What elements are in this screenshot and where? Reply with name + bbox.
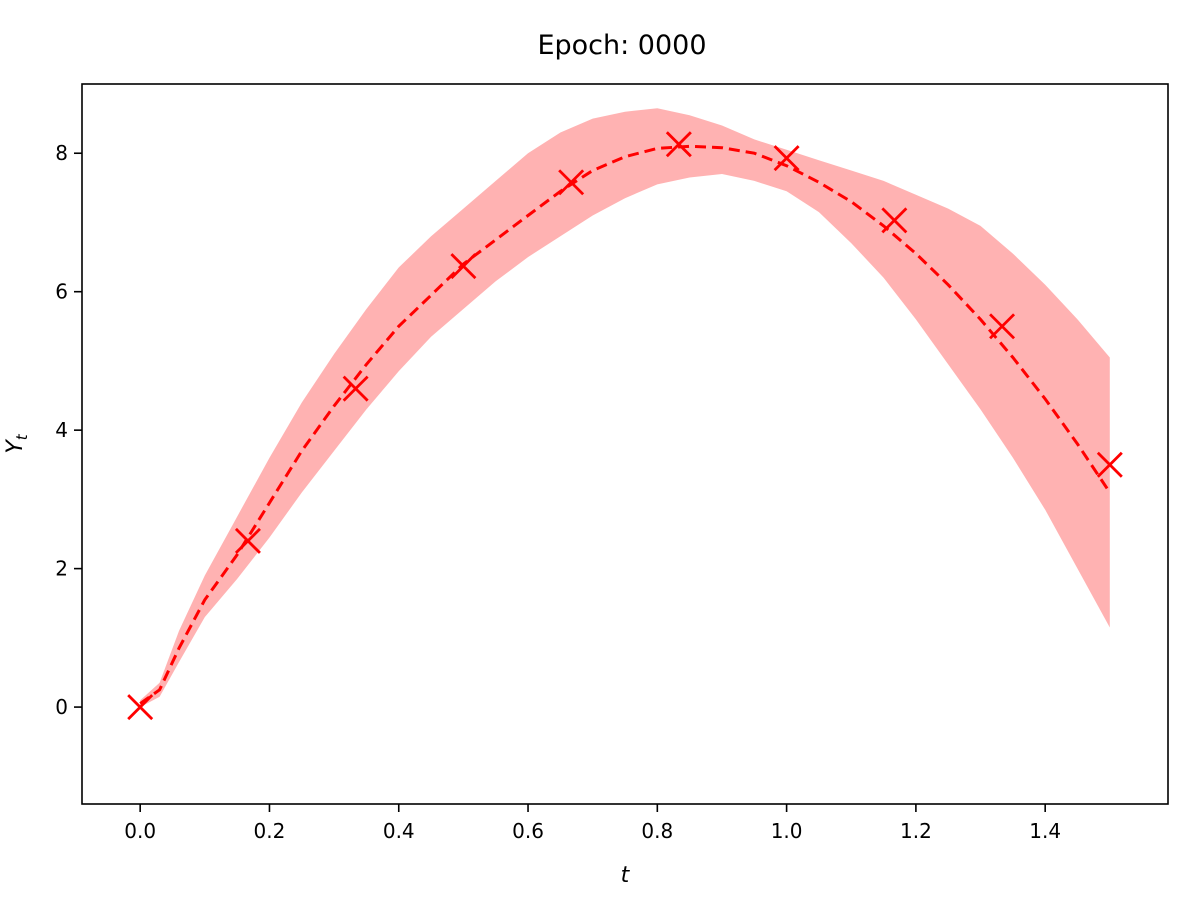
observation-marker (665, 131, 692, 158)
x-tick-label: 1.2 (900, 819, 932, 843)
x-axis-label: t (621, 863, 631, 888)
observation-marker (450, 253, 477, 280)
y-tick-label: 4 (55, 418, 68, 442)
chart-title: Epoch: 0000 (537, 30, 706, 61)
plot-frame (81, 83, 1169, 805)
observation-marker (1096, 451, 1123, 478)
y-axis-label-main: Y (3, 439, 28, 454)
observation-marker (989, 313, 1016, 340)
observation-marker (558, 169, 585, 196)
observation-marker (881, 207, 908, 234)
y-tick-label: 0 (55, 695, 68, 719)
observation-marker (773, 145, 800, 172)
x-tick-label: 0.2 (254, 819, 286, 843)
observation-markers (127, 131, 1123, 721)
y-axis-label: Yt (3, 433, 31, 453)
observation-marker (342, 375, 369, 402)
y-tick-label: 6 (55, 280, 68, 304)
y-tick-label: 2 (55, 557, 68, 581)
y-tick-label: 8 (55, 141, 68, 165)
observation-marker (127, 694, 154, 721)
prediction-band (140, 108, 1110, 708)
x-tick-label: 0.4 (383, 819, 415, 843)
y-axis-ticks: 0 2 4 6 8 (55, 141, 82, 719)
prediction-band-layer (140, 108, 1110, 708)
x-tick-label: 0.8 (641, 819, 673, 843)
y-axis-label-subscript: t (13, 433, 31, 440)
x-tick-label: 0.6 (512, 819, 544, 843)
observation-marker (234, 527, 261, 554)
x-tick-label: 0.0 (124, 819, 156, 843)
x-axis-ticks: 0.0 0.2 0.4 0.6 0.8 1.0 1.2 1.4 (124, 804, 1061, 843)
x-tick-label: 1.0 (771, 819, 803, 843)
x-tick-label: 1.4 (1029, 819, 1061, 843)
